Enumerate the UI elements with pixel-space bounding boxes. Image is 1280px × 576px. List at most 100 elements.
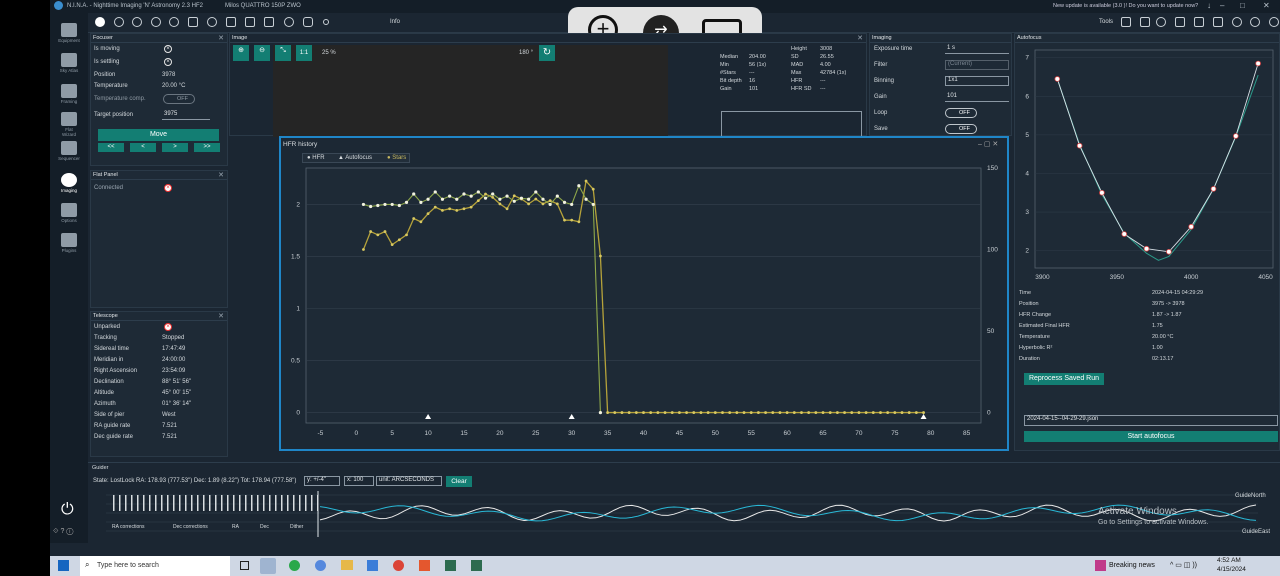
zoom-out-icon[interactable]: ⊖ (254, 45, 270, 61)
exposure-input[interactable]: 1 s (945, 45, 1009, 54)
weather-icon[interactable] (245, 17, 255, 27)
step-far-right-button[interactable]: >> (194, 143, 220, 152)
gear-icon (61, 203, 77, 217)
switch-icon[interactable] (207, 17, 217, 27)
brave-icon[interactable] (419, 560, 430, 571)
x-scale-select[interactable]: x: 100 (344, 476, 374, 486)
focuser-icon[interactable] (132, 17, 142, 27)
gain-input[interactable]: 101 (945, 93, 1009, 102)
close-icon[interactable]: ✕ (218, 35, 224, 42)
breaking-news[interactable]: Breaking news (1109, 562, 1155, 569)
star-image[interactable] (273, 45, 668, 137)
search-icon[interactable] (1156, 17, 1166, 27)
sidebar-item-flat-wizard[interactable]: Flat Wizard (58, 112, 80, 137)
rotator-icon[interactable] (151, 17, 161, 27)
windows-start-icon[interactable] (58, 560, 69, 571)
history-icon[interactable] (1250, 17, 1260, 27)
close-icon[interactable]: ✕ (218, 172, 224, 179)
shield-icon[interactable] (303, 17, 313, 27)
sidebar-item-framing[interactable]: Framing (58, 84, 80, 104)
autofocus-file-select[interactable]: 2024-04-15--04-29-29.json (1024, 415, 1278, 426)
refresh-icon[interactable] (1269, 17, 1279, 27)
ratio-button[interactable]: 1:1 (296, 45, 312, 61)
stars-point (886, 411, 890, 414)
update-notice[interactable]: New update is available (3.0 )! Do you w… (1053, 3, 1199, 9)
clock-date[interactable]: 4/15/2024 (1217, 566, 1246, 573)
safety-icon[interactable] (284, 17, 294, 27)
y-scale-select[interactable]: y: +/-4" (304, 476, 340, 486)
file-explorer-icon[interactable] (341, 560, 353, 570)
stars-point (914, 411, 918, 414)
window-controls-icon[interactable]: – ▢ ✕ (978, 141, 999, 148)
guide-ra-line (319, 504, 1257, 522)
tray-icons[interactable]: ^ ▭ ◫ )) (1170, 562, 1198, 569)
tools-label[interactable]: Tools (1099, 19, 1114, 25)
minimize-icon[interactable]: – (1220, 1, 1225, 10)
sidebar-item-options[interactable]: Options (58, 203, 80, 223)
camera-icon[interactable] (95, 17, 105, 27)
close-icon[interactable]: ✕ (857, 35, 863, 42)
help-icons[interactable]: ⟐ ? ⓘ (53, 528, 74, 535)
sidebar-item-sequencer[interactable]: Sequencer (58, 141, 80, 161)
sidebar-item-sky-atlas[interactable]: Sky Atlas (58, 53, 80, 73)
clock-time[interactable]: 4:52 AM (1217, 557, 1241, 564)
guide-correction-bar (311, 495, 313, 511)
target-position-input[interactable]: 3975 (162, 111, 210, 120)
legend-autofocus-label: Autofocus (345, 155, 372, 161)
guide-correction-bar (299, 495, 301, 511)
info-label[interactable]: Info (390, 19, 401, 25)
binning-select[interactable]: 1x1 (945, 76, 1009, 86)
stars-point (563, 218, 566, 222)
stat-label: Median (720, 54, 739, 60)
step-left-button[interactable]: < (130, 143, 156, 152)
settings-icon[interactable] (1232, 17, 1242, 27)
app-taskbar-icon[interactable] (471, 560, 482, 571)
download-icon[interactable]: ↓ (1207, 1, 1211, 10)
chrome-icon[interactable] (393, 560, 404, 571)
sidebar-item-imaging[interactable]: Imaging (58, 173, 80, 193)
close-icon[interactable]: ✕ (1263, 1, 1270, 10)
taskbar-search[interactable]: ⌕ Type here to search (80, 556, 230, 576)
zoom-in-icon[interactable]: ⊕ (233, 45, 249, 61)
af-x-tick: 3950 (1110, 274, 1125, 281)
save-toggle[interactable]: OFF (945, 124, 977, 134)
flat-panel-panel: Flat Panel ✕ Connected × (90, 170, 228, 308)
telescope-icon[interactable] (169, 17, 179, 27)
star-icon[interactable] (1194, 17, 1204, 27)
app-taskbar-icon[interactable] (315, 560, 326, 571)
guider-icon[interactable] (188, 17, 198, 27)
app-taskbar-icon[interactable] (445, 560, 456, 571)
fit-icon[interactable]: ⤡ (275, 45, 291, 61)
filter-select[interactable]: (Current) (945, 60, 1009, 70)
flat-panel-icon[interactable] (226, 17, 236, 27)
maximize-icon[interactable]: □ (1240, 1, 1245, 10)
start-autofocus-button[interactable]: Start autofocus (1024, 431, 1278, 442)
app-taskbar-icon[interactable] (289, 560, 300, 571)
tool-brush-icon[interactable] (1175, 17, 1185, 27)
sidebar-item-equipment[interactable]: Equipment (58, 23, 80, 43)
temp-comp-toggle[interactable]: OFF (163, 94, 195, 104)
step-right-button[interactable]: > (162, 143, 188, 152)
loop-toggle[interactable]: OFF (945, 108, 977, 118)
rotate-icon[interactable]: ↻ (539, 45, 555, 61)
close-icon[interactable]: ✕ (218, 313, 224, 320)
sidebar-item-plugins[interactable]: Plugins (58, 233, 80, 253)
clear-button[interactable]: Clear (446, 476, 472, 487)
tool-ruler-icon[interactable] (1121, 17, 1131, 27)
move-button[interactable]: Move (98, 129, 219, 141)
unit-select[interactable]: unit: ARCSECONDS (376, 476, 442, 486)
tool-crosshair-icon[interactable] (1140, 17, 1150, 27)
stars-point (448, 207, 452, 211)
info-icon[interactable] (323, 19, 329, 25)
dome-icon[interactable] (264, 17, 274, 27)
filter-wheel-icon[interactable] (114, 17, 124, 27)
reprocess-button[interactable]: Reprocess Saved Run (1024, 373, 1104, 385)
power-icon[interactable]: ⏻ (61, 501, 74, 518)
task-view-icon[interactable] (240, 561, 249, 570)
step-far-left-button[interactable]: << (98, 143, 124, 152)
nina-taskbar-icon[interactable] (260, 558, 276, 574)
news-icon[interactable] (1095, 560, 1106, 571)
app-taskbar-icon[interactable] (367, 560, 378, 571)
legend-dec: Dec (260, 524, 269, 530)
tool-brightness-icon[interactable] (1213, 17, 1223, 27)
